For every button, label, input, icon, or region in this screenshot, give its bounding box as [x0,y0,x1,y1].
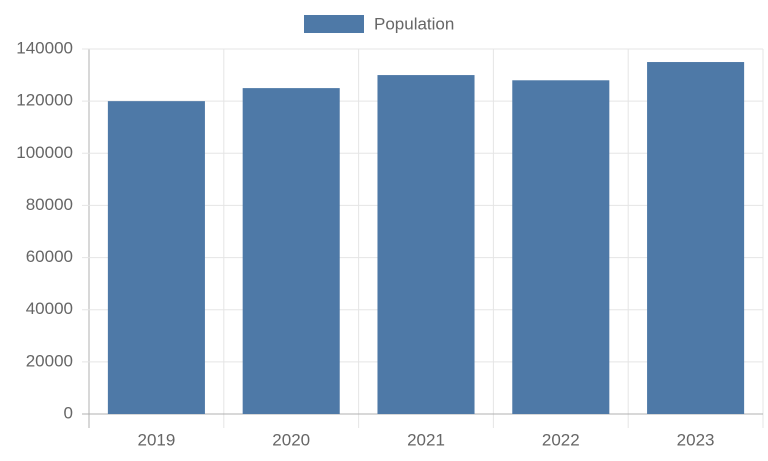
legend-label: Population [374,14,454,33]
x-tick-label: 2023 [677,430,715,449]
x-tick-label: 2022 [542,430,580,449]
y-tick-label: 60000 [26,247,73,266]
y-tick-label: 140000 [16,38,73,57]
bar [647,62,745,415]
legend-swatch [304,15,364,33]
bar [242,88,340,414]
x-tick-label: 2021 [407,430,445,449]
y-tick-label: 20000 [26,351,73,370]
bar [512,80,610,415]
y-tick-label: 80000 [26,195,73,214]
y-tick-label: 40000 [26,299,73,318]
x-tick-label: 2019 [137,430,175,449]
x-tick-label: 2020 [272,430,310,449]
bar [107,101,205,415]
y-tick-label: 0 [64,403,73,422]
y-tick-label: 100000 [16,143,73,162]
bar [377,75,475,415]
y-tick-label: 120000 [16,91,73,110]
